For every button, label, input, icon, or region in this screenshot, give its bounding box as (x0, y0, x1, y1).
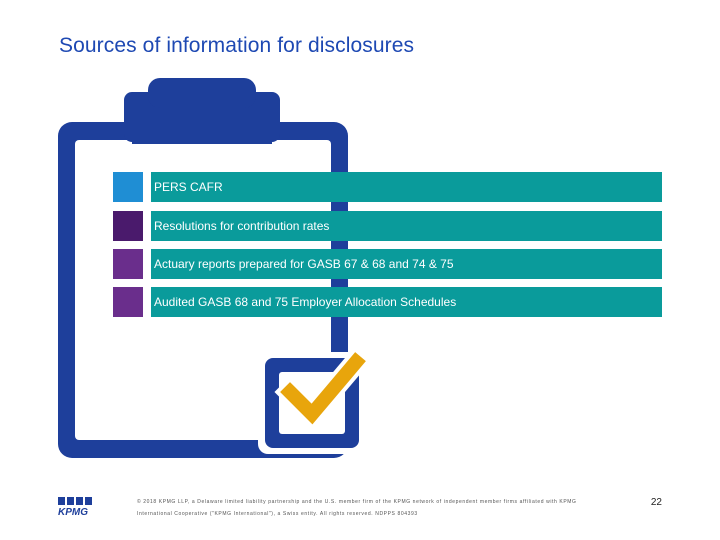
item-label: Actuary reports prepared for GASB 67 & 6… (151, 249, 662, 279)
item-label: Resolutions for contribution rates (151, 211, 662, 241)
item-marker (113, 287, 143, 317)
item-marker (113, 211, 143, 241)
slide-title: Sources of information for disclosures (59, 34, 415, 57)
page-number: 22 (650, 497, 662, 508)
item-marker (113, 249, 143, 279)
list-item: Resolutions for contribution rates (113, 211, 662, 241)
list-item: Audited GASB 68 and 75 Employer Allocati… (113, 287, 662, 317)
list-item: Actuary reports prepared for GASB 67 & 6… (113, 249, 662, 279)
svg-text:KPMG: KPMG (58, 507, 88, 517)
list-item: PERS CAFR (113, 172, 662, 202)
copyright-notice: © 2018 KPMG LLP, a Delaware limited liab… (137, 499, 577, 517)
kpmg-logo: KPMG (58, 497, 92, 517)
item-label: PERS CAFR (151, 172, 662, 202)
item-label: Audited GASB 68 and 75 Employer Allocati… (151, 287, 662, 317)
item-marker (113, 172, 143, 202)
